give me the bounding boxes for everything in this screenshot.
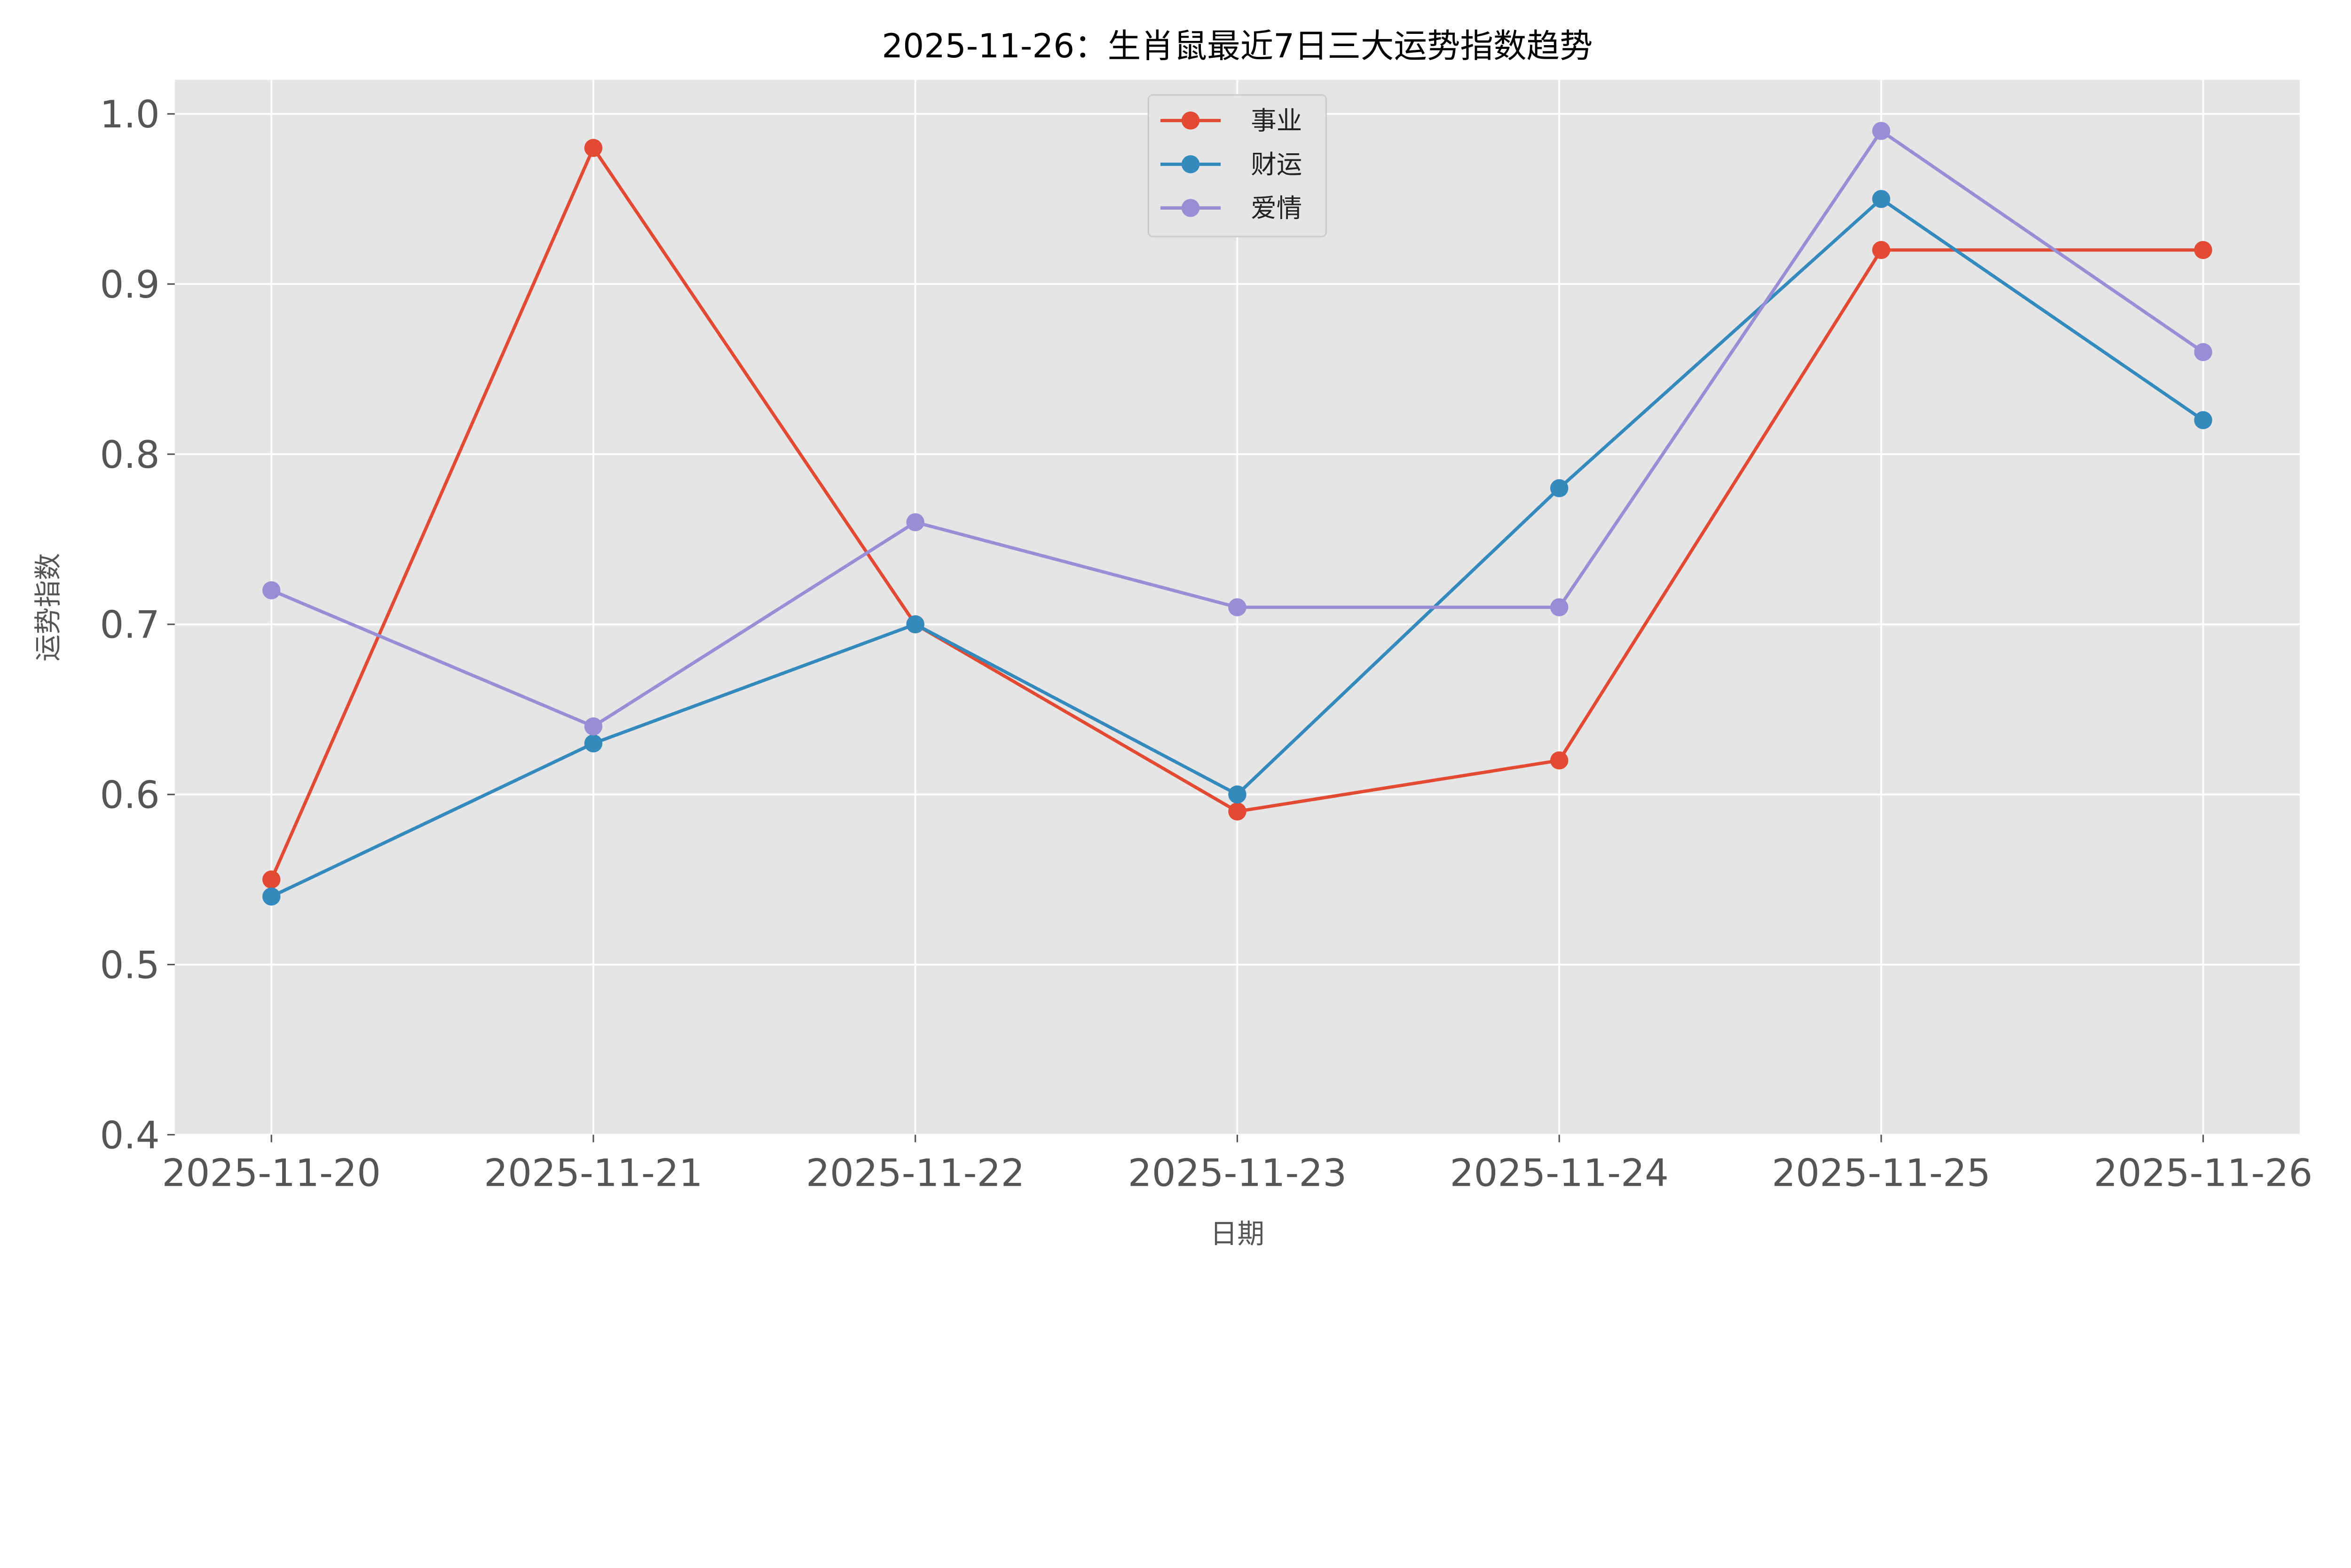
y-tick-label: 0.8 (100, 433, 159, 477)
data-point (1872, 122, 1891, 140)
y-tick-label: 0.6 (100, 773, 159, 817)
data-point (1550, 751, 1569, 770)
y-tick-label: 0.5 (100, 943, 159, 987)
data-point (584, 139, 603, 157)
chart-title: 2025-11-26：生肖鼠最近7日三大运势指数趋势 (882, 27, 1593, 65)
x-tick-label: 2025-11-24 (1450, 1151, 1669, 1195)
data-point (1228, 598, 1247, 616)
legend-label: 爱情 (1251, 193, 1302, 223)
x-tick-label: 2025-11-26 (2094, 1151, 2313, 1195)
x-tick-label: 2025-11-20 (162, 1151, 381, 1195)
x-axis-label: 日期 (1210, 1218, 1264, 1250)
legend-label: 财运 (1251, 150, 1302, 180)
data-point (2194, 343, 2212, 362)
y-tick-label: 0.7 (100, 603, 159, 647)
data-point (1550, 479, 1569, 497)
y-tick-label: 1.0 (100, 93, 159, 136)
line-chart: 0.4 0.5 0.6 0.7 0.8 0.9 1.0 2025-11-20 2025-11-2… (32, 27, 2313, 1250)
x-tick-label: 2025-11-25 (1772, 1151, 1991, 1195)
y-axis-label: 运势指数 (32, 553, 64, 662)
data-point (1872, 241, 1891, 259)
data-point (906, 513, 924, 531)
legend-marker (1181, 111, 1200, 130)
data-point (1228, 802, 1247, 821)
data-point (262, 887, 281, 906)
x-tick-label: 2025-11-22 (806, 1151, 1025, 1195)
data-point (262, 581, 281, 599)
legend-marker (1181, 155, 1200, 173)
legend-marker (1181, 199, 1200, 217)
data-point (906, 615, 924, 634)
data-point (584, 717, 603, 736)
data-point (2194, 241, 2212, 259)
data-point (1872, 189, 1891, 208)
y-tick-label: 0.9 (100, 263, 159, 307)
data-point (584, 734, 603, 753)
data-point (1228, 785, 1247, 804)
legend-label: 事业 (1251, 106, 1302, 136)
data-point (2194, 411, 2212, 429)
x-tick-label: 2025-11-23 (1128, 1151, 1347, 1195)
data-point (1550, 598, 1569, 616)
data-point (262, 870, 281, 889)
x-tick-label: 2025-11-21 (484, 1151, 703, 1195)
y-tick-label: 0.4 (100, 1113, 159, 1157)
